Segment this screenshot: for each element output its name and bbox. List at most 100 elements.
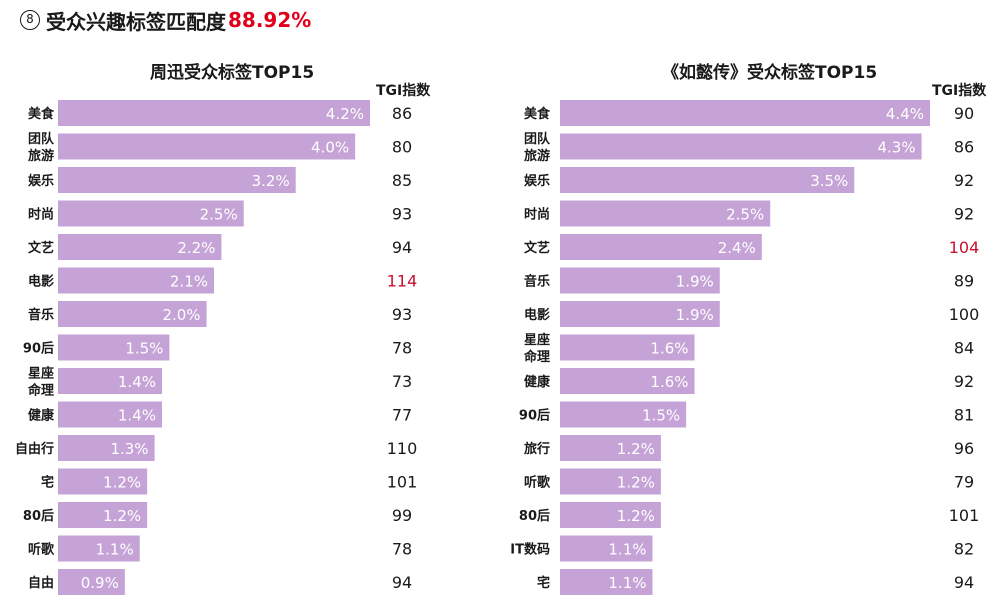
tgi-value-left-12: 101	[387, 473, 418, 492]
value-label-right-1: 4.4%	[886, 105, 924, 123]
bar-chart-left: 美食 4.2% 86 团队旅游 4.0% 80 娱乐 3.2% 85 时尚 2.5% 93 文艺 2.2%…	[15, 100, 418, 595]
bar-right-3	[560, 167, 855, 193]
tgi-value-right-2: 86	[954, 138, 974, 157]
tgi-value-right-8: 84	[954, 339, 974, 358]
bar-left-15	[58, 569, 125, 595]
category-label-right-7: 电影	[524, 307, 550, 323]
bar-right-14	[560, 535, 653, 562]
category-label-left-5: 文艺	[28, 240, 54, 256]
tgi-value-right-13: 101	[949, 506, 980, 525]
category-label-left-12: 宅	[41, 475, 54, 491]
value-label-right-11: 1.2%	[617, 440, 655, 458]
category-label-right-14: IT数码	[510, 542, 550, 558]
tgi-value-right-7: 100	[949, 305, 980, 324]
tgi-value-left-3: 85	[392, 171, 412, 190]
bar-left-1	[58, 100, 370, 126]
tgi-value-right-10: 81	[954, 406, 974, 425]
value-label-right-2: 4.3%	[877, 139, 915, 157]
tgi-value-right-5: 104	[949, 238, 980, 257]
bar-right-10	[560, 401, 687, 428]
value-label-right-15: 1.1%	[608, 574, 646, 592]
value-label-left-10: 1.4%	[118, 407, 156, 425]
tgi-value-right-15: 94	[954, 573, 974, 592]
category-label-right-13: 80后	[519, 508, 550, 524]
section-number-badge: 8	[20, 10, 40, 30]
value-label-left-6: 2.1%	[170, 273, 208, 291]
value-label-left-11: 1.3%	[110, 440, 148, 458]
category-label-right-6: 音乐	[524, 274, 550, 290]
tgi-value-left-14: 78	[392, 540, 412, 559]
category-label-right-2: 团队旅游	[524, 132, 551, 164]
category-label-right-8: 星座命理	[523, 332, 550, 365]
tgi-header-left: TGI指数	[376, 83, 431, 99]
value-label-right-6: 1.9%	[676, 273, 714, 291]
value-label-left-14: 1.1%	[96, 541, 134, 559]
value-label-right-4: 2.5%	[726, 206, 764, 224]
value-label-right-3: 3.5%	[810, 172, 848, 190]
chart-panel-left: 周迅受众标签TOP15 TGI指数 美食 4.2% 86 团队旅游 4.0% 80 娱乐 3.…	[0, 50, 500, 600]
value-label-right-10: 1.5%	[642, 407, 680, 425]
tgi-value-left-4: 93	[392, 205, 412, 224]
tgi-value-left-1: 86	[392, 104, 412, 123]
category-label-left-3: 娱乐	[28, 173, 54, 189]
category-label-right-5: 文艺	[524, 240, 550, 256]
category-label-left-15: 自由	[28, 575, 54, 591]
value-label-left-9: 1.4%	[118, 373, 156, 391]
chart-panel-right: 《如懿传》受众标签TOP15 TGI指数 美食 4.4% 90 团队旅游 4.3% 86 娱…	[500, 50, 1000, 600]
value-label-left-7: 2.0%	[162, 306, 200, 324]
category-label-right-15: 宅	[537, 575, 550, 591]
bar-right-4	[560, 200, 771, 227]
bar-left-7	[58, 301, 207, 327]
bar-right-12	[560, 468, 661, 495]
value-label-left-5: 2.2%	[177, 239, 215, 257]
tgi-header-right: TGI指数	[932, 83, 987, 99]
section-title: 受众兴趣标签匹配度	[46, 9, 226, 34]
category-label-left-11: 自由行	[15, 441, 54, 457]
category-label-right-12: 听歌	[524, 475, 551, 491]
value-label-right-9: 1.6%	[650, 373, 688, 391]
value-label-right-12: 1.2%	[617, 474, 655, 492]
category-label-left-8: 90后	[23, 341, 54, 357]
bar-right-15	[560, 569, 653, 595]
bar-right-5	[560, 234, 762, 260]
category-label-left-7: 音乐	[28, 307, 54, 323]
value-label-right-8: 1.6%	[650, 340, 688, 358]
tgi-value-left-10: 77	[392, 406, 412, 425]
value-label-left-8: 1.5%	[125, 340, 163, 358]
bar-left-2	[58, 133, 356, 160]
category-label-left-1: 美食	[28, 106, 55, 122]
bar-left-13	[58, 502, 148, 528]
value-label-left-1: 4.2%	[326, 105, 364, 123]
bar-left-9	[58, 368, 162, 394]
value-label-right-14: 1.1%	[608, 541, 646, 559]
tgi-value-left-13: 99	[392, 506, 412, 525]
bar-right-13	[560, 502, 661, 528]
category-label-left-13: 80后	[23, 508, 54, 524]
tgi-value-right-1: 90	[954, 104, 974, 123]
tgi-value-left-9: 73	[392, 372, 412, 391]
bar-left-14	[58, 535, 140, 562]
value-label-left-2: 4.0%	[311, 139, 349, 157]
section-match-value: 88.92%	[228, 8, 312, 32]
category-label-right-11: 旅行	[524, 441, 550, 457]
chart-title-left: 周迅受众标签TOP15	[150, 63, 315, 83]
tgi-value-left-8: 78	[392, 339, 412, 358]
tgi-value-left-6: 114	[387, 272, 418, 291]
bar-left-11	[58, 435, 155, 461]
category-label-right-1: 美食	[524, 106, 551, 122]
category-label-left-9: 星座命理	[27, 366, 54, 399]
value-label-left-12: 1.2%	[103, 474, 141, 492]
value-label-right-7: 1.9%	[676, 306, 714, 324]
category-label-right-9: 健康	[524, 374, 551, 390]
section-header: 8 受众兴趣标签匹配度 88.92%	[20, 6, 311, 34]
tgi-value-right-6: 89	[954, 272, 974, 291]
category-label-left-4: 时尚	[28, 207, 54, 223]
bar-left-5	[58, 234, 222, 260]
value-label-right-13: 1.2%	[617, 507, 655, 525]
tgi-value-left-2: 80	[392, 138, 412, 157]
value-label-right-5: 2.4%	[718, 239, 756, 257]
tgi-value-right-9: 92	[954, 372, 974, 391]
value-label-left-4: 2.5%	[200, 206, 238, 224]
bar-right-7	[560, 301, 720, 327]
category-label-left-6: 电影	[28, 274, 54, 290]
